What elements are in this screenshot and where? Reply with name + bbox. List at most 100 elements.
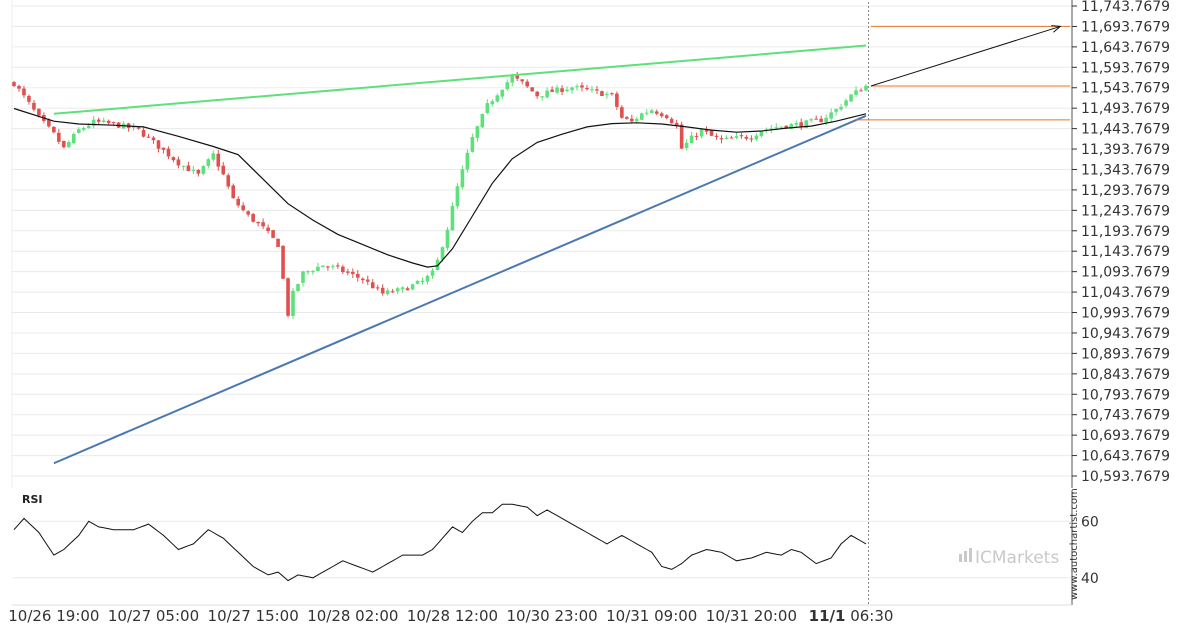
candles — [12, 71, 868, 320]
candle-up — [211, 153, 216, 160]
candle-down — [814, 118, 818, 120]
candle-up — [849, 94, 853, 102]
candle-down — [266, 227, 270, 232]
price-tick-label: 10,943.7679 — [1081, 326, 1170, 342]
candle-down — [704, 129, 709, 132]
candle-up — [754, 135, 759, 140]
price-tick-label: 11,743.7679 — [1081, 0, 1170, 15]
candle-up — [829, 112, 833, 119]
price-tick-label: 11,693.7679 — [1081, 19, 1170, 35]
candle-up — [101, 120, 106, 122]
x-tick-label-bold-part: 11/1 — [809, 607, 846, 625]
candle-down — [261, 222, 265, 227]
candle-up — [644, 112, 649, 114]
candle-up — [779, 126, 784, 128]
price-tick-label: 10,793.7679 — [1081, 387, 1170, 403]
candle-up — [480, 113, 485, 128]
brand-logo-text: ICMarkets — [975, 548, 1059, 568]
candle-down — [47, 119, 51, 127]
candle-down — [615, 93, 619, 107]
rsi-gridlines — [12, 520, 1072, 579]
rsi-tick-labels: 60 40 — [1081, 514, 1099, 587]
candle-up — [555, 87, 559, 93]
resistance-trendline — [53, 44, 867, 115]
price-tick-label: 11,293.7679 — [1081, 183, 1170, 199]
candle-up — [684, 142, 689, 149]
candle-down — [281, 245, 285, 279]
price-tick-label: 11,543.7679 — [1081, 81, 1170, 97]
candle-down — [714, 135, 719, 137]
projection-arrow-head — [1051, 25, 1062, 33]
candle-up — [759, 131, 764, 137]
candle-up — [450, 206, 455, 231]
candle-up — [81, 127, 86, 130]
x-tick-label: 10/28 02:00 — [307, 607, 398, 625]
x-tick-label: 10/27 05:00 — [108, 607, 199, 625]
candle-up — [430, 270, 435, 276]
projection-arrow-line — [870, 25, 1061, 87]
candle-up — [605, 93, 609, 96]
candle-up — [410, 284, 415, 290]
candle-down — [679, 124, 684, 149]
candle-down — [659, 113, 664, 117]
candle-up — [460, 169, 465, 188]
candle-up — [301, 271, 305, 283]
candle-up — [485, 103, 490, 114]
x-tick-label: 10/27 15:00 — [208, 607, 299, 625]
candle-down — [171, 157, 176, 161]
candle-down — [196, 170, 201, 174]
candle-down — [146, 136, 151, 138]
price-tick-label: 10,993.7679 — [1081, 306, 1170, 322]
price-tick-label: 11,493.7679 — [1081, 101, 1170, 117]
logo-icon — [959, 554, 962, 562]
candle-up — [794, 123, 799, 125]
price-tick-label: 10,743.7679 — [1081, 408, 1170, 424]
candle-up — [71, 133, 76, 144]
rsi-tick-label: 60 — [1081, 514, 1099, 530]
price-tick-label: 11,043.7679 — [1081, 285, 1170, 301]
candle-down — [654, 111, 659, 114]
candle-up — [475, 126, 480, 138]
candle-down — [694, 136, 699, 138]
candle-down — [151, 137, 156, 141]
x-tick-labels: 10/26 19:00 10/27 05:00 10/27 15:00 10/28 0… — [8, 607, 893, 625]
candle-up — [321, 265, 325, 268]
candle-up — [67, 142, 71, 148]
price-tick-label: 10,843.7679 — [1081, 367, 1170, 383]
candle-down — [719, 138, 724, 140]
candle-up — [131, 126, 136, 128]
candle-down — [535, 91, 539, 97]
price-tick-label: 10,593.7679 — [1081, 469, 1170, 485]
brand-logo: ICMarkets — [959, 548, 1059, 568]
watermark-url: www.autochartist.com — [1069, 488, 1080, 600]
candle-down — [630, 118, 634, 122]
candle-down — [17, 85, 21, 89]
candle-up — [510, 75, 515, 83]
moving-average-line — [13, 107, 867, 268]
candle-down — [12, 82, 16, 87]
candle-down — [859, 90, 863, 92]
candle-down — [380, 287, 385, 294]
candle-up — [191, 169, 196, 171]
candle-down — [141, 129, 146, 137]
candle-up — [306, 271, 310, 273]
price-tick-labels: 11,743.7679 11,693.7679 11,643.7679 11,593.… — [1072, 0, 1170, 485]
candle-down — [355, 273, 360, 278]
rsi-label: RSI — [22, 493, 43, 506]
candle-down — [744, 136, 749, 139]
candle-down — [37, 108, 41, 116]
candle-up — [789, 124, 794, 129]
candle-down — [346, 271, 350, 273]
candle-up — [445, 229, 450, 248]
support-trendline — [53, 114, 867, 465]
candle-up — [809, 119, 813, 121]
price-tick-label: 10,643.7679 — [1081, 449, 1170, 465]
candle-down — [22, 88, 26, 96]
candle-up — [864, 85, 868, 91]
candle-down — [32, 102, 36, 110]
candle-down — [365, 279, 370, 282]
candle-down — [729, 137, 734, 139]
candle-down — [341, 266, 345, 273]
candle-down — [625, 117, 629, 119]
